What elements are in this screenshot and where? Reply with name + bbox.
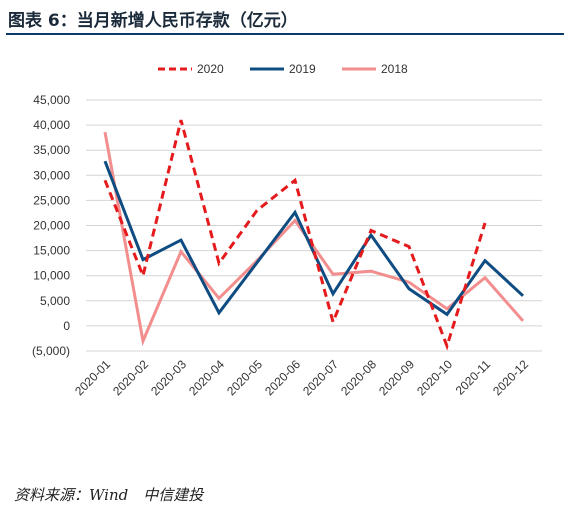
y-tick-label: 35,000	[33, 143, 70, 157]
x-tick-label: 2020-12	[490, 357, 531, 398]
x-tick-label: 2020-09	[376, 357, 417, 398]
x-tick-label: 2020-01	[72, 357, 113, 398]
y-tick-label: 0	[63, 319, 70, 333]
x-axis-tick-labels: 2020-012020-022020-032020-042020-052020-…	[72, 357, 531, 398]
legend: 2020 2019 2018	[158, 62, 408, 76]
legend-label-2020: 2020	[197, 62, 224, 76]
y-tick-label: 15,000	[33, 244, 70, 258]
x-tick-label: 2020-10	[414, 357, 455, 398]
series-line-2019	[103, 160, 525, 317]
x-tick-label: 2020-04	[186, 357, 227, 398]
legend-label-2018: 2018	[381, 62, 408, 76]
line-chart: (5,000) 0 5,000 10,000 15,000 20,000 25,000 30,…	[32, 62, 542, 398]
series-line-2018	[103, 131, 525, 347]
x-tick-label: 2020-05	[224, 357, 265, 398]
x-tick-label: 2020-06	[262, 357, 303, 398]
series-line-2020	[103, 119, 487, 351]
legend-label-2019: 2019	[289, 62, 316, 76]
y-tick-label: 30,000	[33, 168, 70, 182]
chart-title: 图表 6：当月新增人民币存款（亿元）	[8, 11, 298, 31]
y-tick-label: (5,000)	[32, 344, 70, 358]
x-tick-label: 2020-11	[453, 357, 494, 398]
x-tick-label: 2020-03	[148, 357, 189, 398]
y-axis-tick-labels: (5,000) 0 5,000 10,000 15,000 20,000 25,000 30,…	[32, 93, 70, 358]
source-note: 资料来源：Wind 中信建投	[14, 486, 204, 504]
y-tick-label: 5,000	[40, 294, 70, 308]
x-tick-label: 2020-08	[338, 357, 379, 398]
y-tick-label: 40,000	[33, 118, 70, 132]
title-divider	[6, 33, 564, 35]
x-tick-label: 2020-02	[110, 357, 151, 398]
series-lines	[103, 119, 525, 351]
y-tick-label: 45,000	[33, 93, 70, 107]
y-tick-label: 20,000	[33, 219, 70, 233]
y-tick-label: 10,000	[33, 269, 70, 283]
x-tick-label: 2020-07	[300, 357, 341, 398]
y-tick-label: 25,000	[33, 193, 70, 207]
